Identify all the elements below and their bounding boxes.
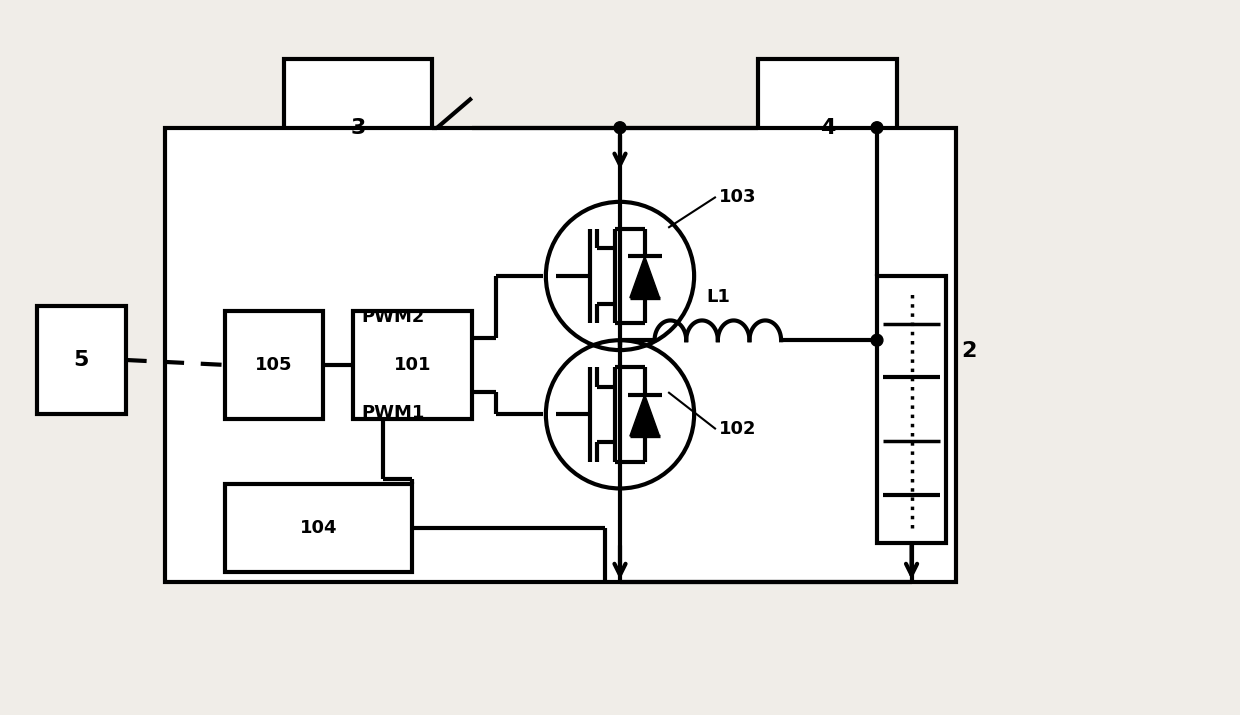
Text: 105: 105 [255,356,293,374]
Bar [353,310,471,419]
Text: 3: 3 [351,118,366,138]
Text: 5: 5 [73,350,89,370]
Text: 102: 102 [719,420,756,438]
Bar [224,310,324,419]
Text: 103: 103 [719,188,756,206]
Bar [877,276,946,543]
Text: 104: 104 [300,519,337,537]
Polygon shape [630,256,660,297]
Bar [759,59,897,197]
Text: 2: 2 [961,340,976,360]
Text: 101: 101 [393,356,432,374]
Circle shape [870,335,883,346]
Text: 4: 4 [820,118,836,138]
Polygon shape [630,395,660,436]
Bar [165,128,956,582]
Text: L1: L1 [706,287,730,305]
Bar [37,305,125,414]
Circle shape [614,122,626,134]
Circle shape [870,122,883,134]
Text: PWM1: PWM1 [361,404,424,422]
Bar [284,59,433,197]
Text: PWM2: PWM2 [361,308,424,326]
Bar [224,483,413,573]
